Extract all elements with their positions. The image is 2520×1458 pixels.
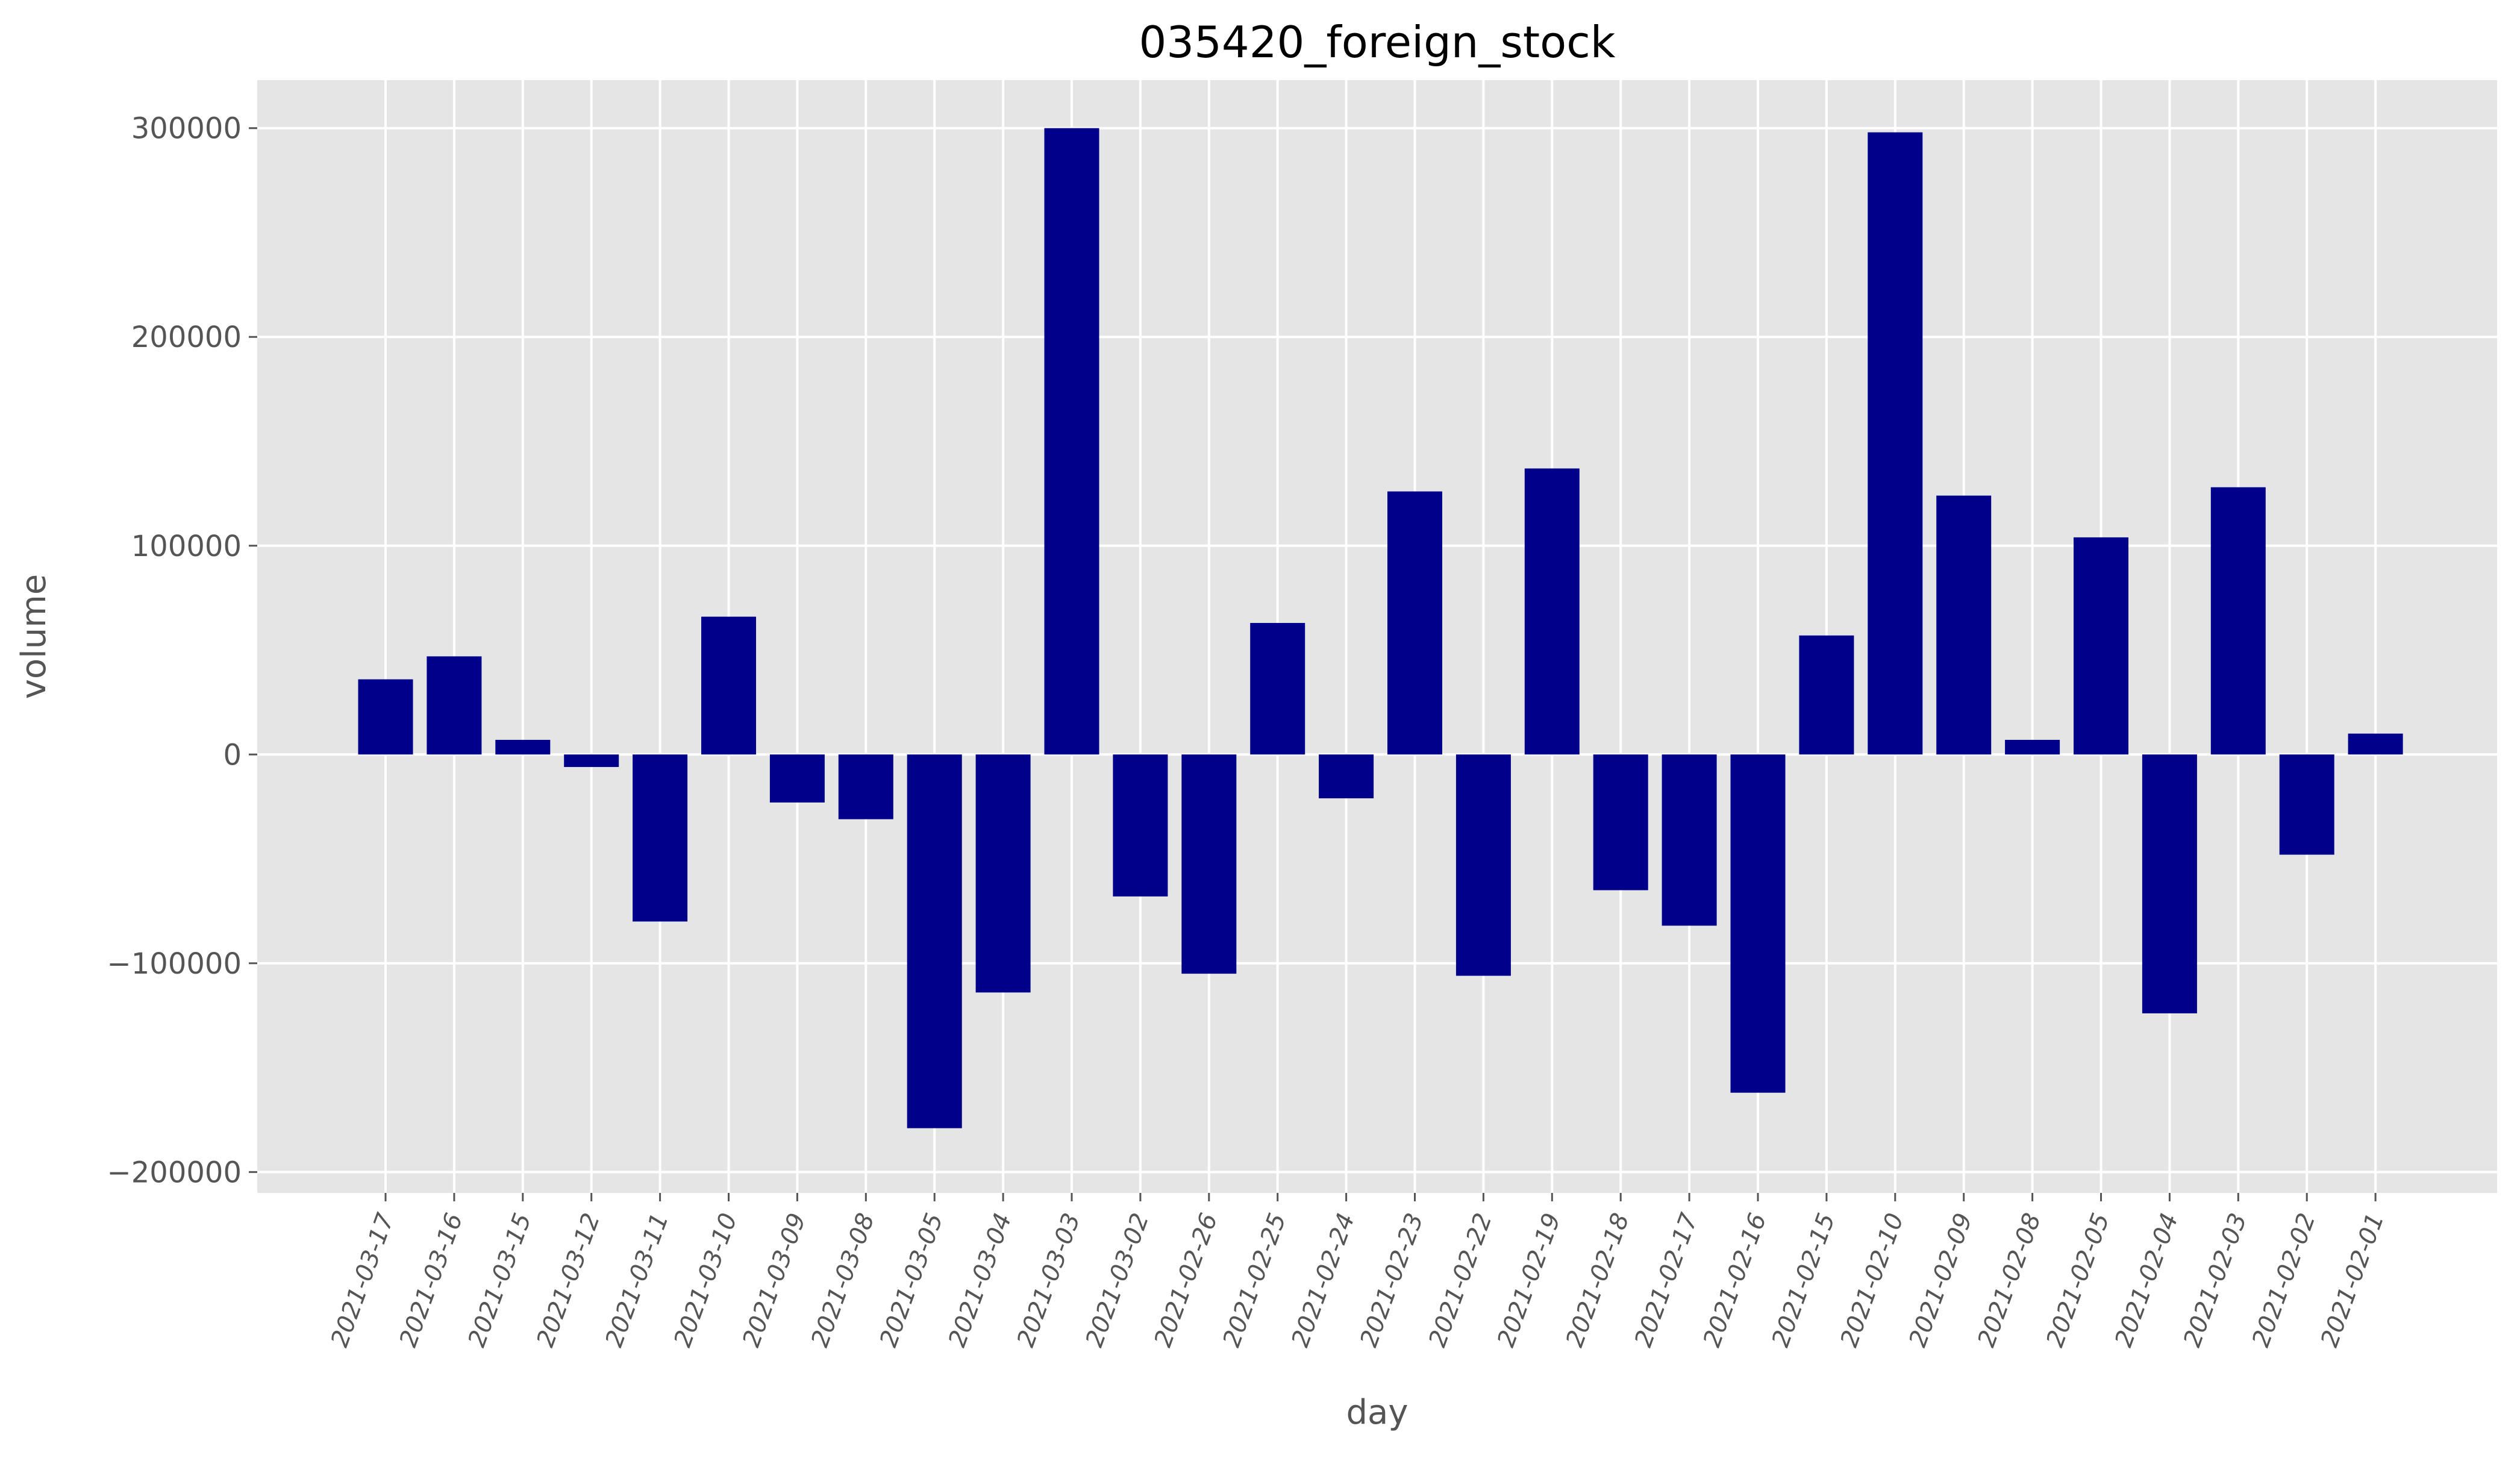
bar-2021-03-09 <box>769 754 825 803</box>
bar-2021-03-08 <box>838 754 893 819</box>
bar-2021-03-03 <box>1044 128 1099 755</box>
y-axis-label: volume <box>14 574 54 699</box>
x-tick-label: 2021-02-23 <box>1355 1210 1429 1351</box>
bar-2021-03-17 <box>358 679 413 755</box>
bar-2021-02-09 <box>1936 495 1992 755</box>
bar-2021-02-05 <box>2074 537 2128 755</box>
x-tick-label: 2021-02-18 <box>1561 1210 1635 1351</box>
x-tick-label: 2021-02-22 <box>1424 1210 1498 1351</box>
bar-2021-02-23 <box>1387 491 1442 755</box>
x-tick-label: 2021-02-17 <box>1630 1209 1704 1351</box>
bars <box>358 128 2403 1128</box>
bar-2021-03-12 <box>564 754 619 768</box>
x-tick-label: 2021-02-01 <box>2316 1210 2390 1351</box>
x-tick-label: 2021-03-17 <box>326 1209 400 1351</box>
y-tick-label: 300000 <box>131 112 242 146</box>
x-tick-label: 2021-03-05 <box>875 1210 949 1351</box>
bar-2021-02-16 <box>1730 754 1786 1093</box>
x-tick-label: 2021-03-10 <box>669 1210 743 1351</box>
bar-2021-02-15 <box>1799 635 1854 755</box>
bar-2021-02-08 <box>2005 740 2060 755</box>
y-tick-label: 100000 <box>131 530 242 563</box>
y-axis-ticks: −200000 −100000 0 100000 200000 300000 <box>107 112 257 1189</box>
y-tick-label: −100000 <box>107 947 242 981</box>
x-tick-label: 2021-02-02 <box>2247 1210 2321 1351</box>
bar-2021-02-01 <box>2348 733 2403 755</box>
bar-2021-03-02 <box>1113 754 1168 896</box>
bar-2021-02-02 <box>2279 754 2334 855</box>
bar-2021-02-26 <box>1181 754 1237 974</box>
bar-2021-03-05 <box>907 754 962 1128</box>
x-tick-label: 2021-02-26 <box>1149 1210 1223 1351</box>
x-tick-label: 2021-03-04 <box>943 1210 1018 1351</box>
bar-2021-03-10 <box>701 616 756 755</box>
x-tick-label: 2021-02-15 <box>1767 1210 1841 1351</box>
x-tick-label: 2021-02-24 <box>1286 1210 1360 1351</box>
x-tick-label: 2021-02-10 <box>1835 1210 1909 1351</box>
bar-2021-03-16 <box>427 656 482 755</box>
x-tick-label: 2021-02-05 <box>2041 1210 2115 1351</box>
y-tick-label: 200000 <box>131 321 242 354</box>
x-tick-label: 2021-02-04 <box>2110 1210 2184 1351</box>
x-tick-label: 2021-02-25 <box>1218 1210 1292 1351</box>
x-tick-label: 2021-02-09 <box>1904 1210 1978 1351</box>
bar-2021-02-25 <box>1250 622 1305 755</box>
y-tick-label: 0 <box>223 738 242 772</box>
y-tick-label: −200000 <box>107 1156 242 1189</box>
x-tick-label: 2021-03-11 <box>600 1210 674 1351</box>
x-tick-label: 2021-02-03 <box>2178 1210 2253 1351</box>
x-tick-label: 2021-03-16 <box>395 1210 469 1351</box>
grid <box>257 80 2497 1193</box>
x-axis-label: day <box>1346 1393 1408 1432</box>
x-tick-label: 2021-03-09 <box>737 1210 811 1351</box>
bar-2021-02-03 <box>2210 487 2266 755</box>
bar-2021-02-18 <box>1593 754 1648 890</box>
bar-2021-02-24 <box>1319 754 1374 799</box>
x-tick-label: 2021-02-16 <box>1698 1210 1772 1351</box>
bar-2021-02-04 <box>2142 754 2197 1013</box>
bar-2021-02-19 <box>1524 468 1580 755</box>
x-tick-label: 2021-03-12 <box>531 1210 605 1351</box>
x-tick-label: 2021-02-19 <box>1492 1210 1566 1351</box>
bar-2021-03-15 <box>495 740 551 755</box>
bar-2021-02-10 <box>1868 132 1923 755</box>
bar-2021-02-17 <box>1662 754 1717 926</box>
x-axis-ticks: 2021-03-172021-03-162021-03-152021-03-12… <box>326 1193 2390 1351</box>
bar-2021-03-11 <box>633 754 688 922</box>
x-tick-label: 2021-03-02 <box>1081 1210 1155 1351</box>
chart-title: 035420_foreign_stock <box>1139 17 1616 67</box>
x-tick-label: 2021-02-08 <box>1972 1210 2046 1351</box>
x-tick-label: 2021-03-15 <box>463 1210 537 1351</box>
bar-2021-02-22 <box>1455 754 1511 976</box>
plot-area <box>257 80 2497 1193</box>
x-tick-label: 2021-03-03 <box>1012 1210 1086 1351</box>
bar-2021-03-04 <box>975 754 1031 993</box>
x-tick-label: 2021-03-08 <box>806 1210 880 1351</box>
